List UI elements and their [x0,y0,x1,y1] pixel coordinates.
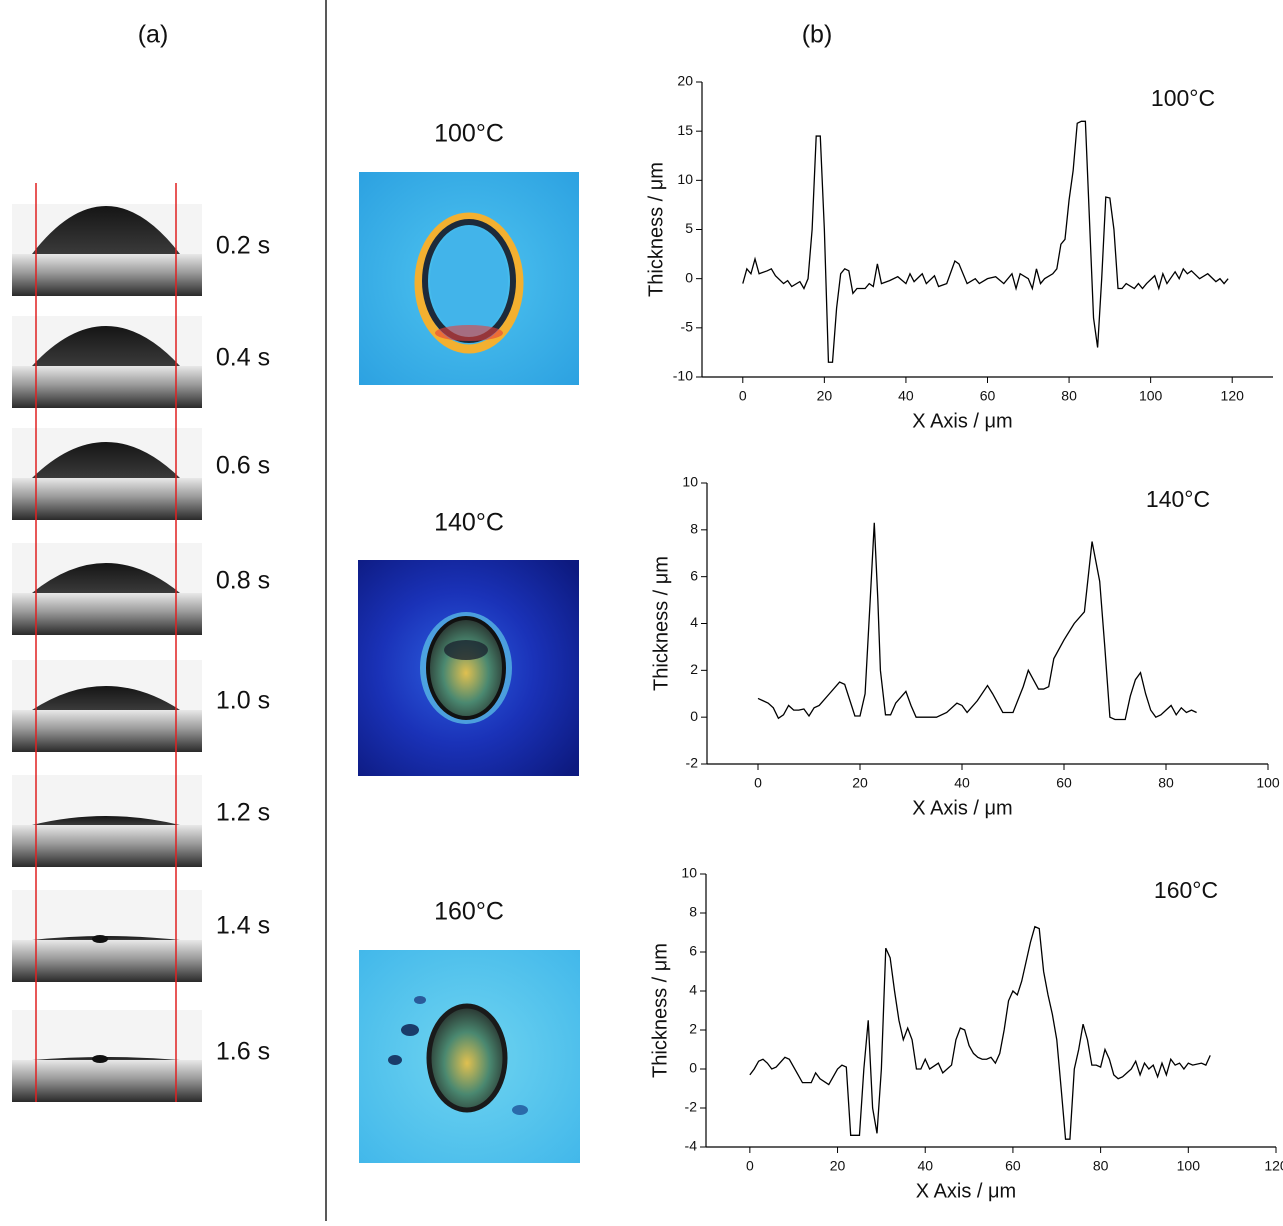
y-axis-label: Thickness / μm [645,162,667,297]
y-axis-label: Thickness / μm [649,943,671,1078]
y-tick-label: -10 [673,368,693,384]
x-tick-label: 100 [1177,1158,1201,1174]
thickness-map [359,172,579,385]
droplet-frame [12,428,202,520]
y-tick-label: 4 [689,982,697,998]
temperature-label: 160°C [434,898,504,926]
y-tick-label: 15 [677,122,693,138]
x-tick-label: 60 [1005,1158,1021,1174]
y-tick-label: 4 [690,614,698,630]
x-tick-label: 0 [746,1158,754,1174]
time-label: 1.4 s [216,912,270,940]
droplet-series [12,204,202,1102]
x-tick-label: 20 [852,775,868,791]
y-tick-label: 6 [689,943,697,959]
x-axis-label: X Axis / μm [912,797,1012,819]
x-tick-label: 120 [1264,1158,1283,1174]
y-tick-label: 6 [690,567,698,583]
y-tick-label: 2 [689,1021,697,1037]
droplet-frame [12,543,202,635]
y-axis-label: Thickness / μm [650,556,672,691]
x-tick-label: 60 [1056,775,1072,791]
chart-title: 160°C [1154,877,1218,903]
x-tick-label: 80 [1061,388,1077,404]
time-label: 0.8 s [216,567,270,595]
y-tick-label: 8 [689,904,697,920]
panel-label: (a) [138,21,169,49]
y-tick-label: 0 [689,1060,697,1076]
time-label: 0.6 s [216,452,270,480]
chart-title: 140°C [1146,486,1210,512]
x-tick-label: 100 [1139,388,1163,404]
droplet-frame [12,890,202,982]
time-label: 0.4 s [216,344,270,372]
droplet-frame [12,1010,202,1102]
data-line [757,522,1197,721]
data-line [742,120,1229,363]
x-tick-label: 80 [1093,1158,1109,1174]
y-tick-label: 2 [690,661,698,677]
y-tick-label: 0 [690,708,698,724]
thickness-map [359,950,580,1163]
x-tick-label: 120 [1221,388,1245,404]
line-chart: -10 -5 0 5 10 15 20 0 20 40 60 80 100 120 X Axis / μm T… [645,73,1273,432]
x-tick-label: 40 [954,775,970,791]
x-axis-label: X Axis / μm [916,1180,1016,1202]
thickness-map [358,560,579,776]
y-tick-label: -2 [685,1099,698,1115]
temperature-label: 100°C [434,120,504,148]
data-line [749,925,1211,1140]
time-label: 1.6 s [216,1038,270,1066]
y-tick-label: 20 [677,73,693,89]
y-tick-label: 8 [690,521,698,537]
y-tick-label: -4 [685,1138,698,1154]
chart-title: 100°C [1151,85,1215,111]
y-tick-label: 10 [677,171,693,187]
droplet-frame [12,775,202,867]
y-tick-label: -5 [681,319,694,335]
x-tick-label: 40 [917,1158,933,1174]
x-tick-label: 20 [830,1158,846,1174]
time-label: 0.2 s [216,232,270,260]
x-axis-label: X Axis / μm [912,410,1012,432]
time-label: 1.2 s [216,799,270,827]
temperature-label: 140°C [434,509,504,537]
droplet-frame [12,660,202,752]
x-tick-label: 100 [1256,775,1280,791]
x-tick-label: 20 [817,388,833,404]
y-tick-label: -2 [686,755,699,771]
droplet-frame [12,316,202,408]
x-tick-label: 0 [739,388,747,404]
y-tick-label: 0 [685,269,693,285]
x-tick-label: 40 [898,388,914,404]
y-tick-label: 10 [681,865,697,881]
x-tick-label: 60 [980,388,996,404]
y-tick-label: 5 [685,220,693,236]
droplet-frame [12,204,202,296]
x-tick-label: 0 [754,775,762,791]
line-chart: -4-20246810020406080100120X Axis / μmThi… [649,865,1283,1203]
x-tick-label: 80 [1158,775,1174,791]
panel-label: (b) [802,21,833,49]
time-label: 1.0 s [216,687,270,715]
y-tick-label: 10 [682,474,698,490]
